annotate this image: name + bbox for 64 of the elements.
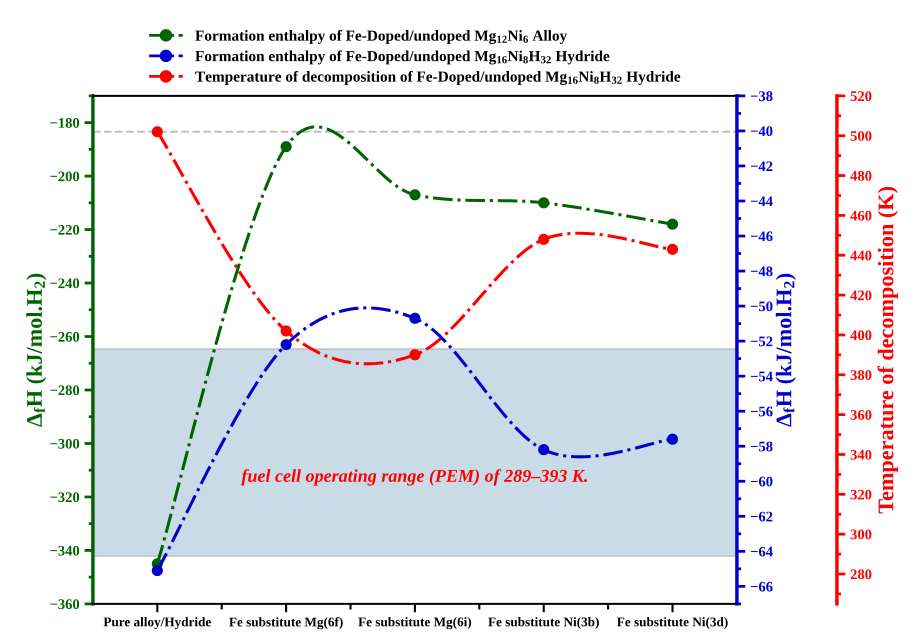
y3-tick-label: 500 bbox=[850, 131, 872, 141]
y2-tick-label: −48 bbox=[750, 266, 773, 276]
y3-tick-label: 420 bbox=[850, 290, 872, 300]
y2-tick-label: −60 bbox=[750, 476, 772, 486]
point bbox=[666, 244, 678, 255]
y-tick-label: −200 bbox=[50, 171, 80, 182]
y2-tick-label: −46 bbox=[750, 231, 773, 242]
y2-tick-label: −52 bbox=[750, 336, 772, 346]
y3-tick-label: 340 bbox=[850, 450, 872, 460]
point bbox=[538, 197, 550, 208]
y3-tick-label: 300 bbox=[850, 530, 872, 540]
point bbox=[409, 189, 420, 200]
legend-label: Formation enthalpy of Fe-Doped/undoped Mg$_{16}$Ni$_{8}$H$_{32}$ Hydride bbox=[195, 50, 610, 64]
x-tick-label: Fe substitute Ni(3b) bbox=[488, 617, 599, 630]
y3-tick-label: 360 bbox=[850, 410, 872, 420]
legend-label: Formation enthalpy of Fe-Doped/undoped Mg$_{12}$Ni$_{6}$ Alloy bbox=[195, 30, 568, 44]
y-tick-label: −180 bbox=[50, 118, 80, 128]
y3-tick-label: 440 bbox=[850, 250, 872, 260]
y-tick-label: −260 bbox=[50, 332, 80, 342]
y-axis-title: Δ$_{f}$H (kJ/mol.H$_{2}$) bbox=[26, 274, 46, 427]
point bbox=[666, 218, 678, 230]
y2-tick-label: −38 bbox=[750, 91, 773, 102]
y2-tick-label: −56 bbox=[750, 406, 773, 416]
point bbox=[409, 349, 420, 360]
y3-axis-title: Temperature of decomposition (K) bbox=[878, 186, 898, 514]
y2-tick-label: −62 bbox=[750, 512, 772, 522]
y3-tick-label: 460 bbox=[850, 210, 872, 221]
y3-tick-label: 520 bbox=[850, 91, 872, 102]
y2-tick-label: −50 bbox=[750, 301, 772, 312]
y2-axis-title: Δ$_{f}$H (kJ/mol.H$_{2}$) bbox=[776, 274, 796, 427]
legend-label: Temperature of decomposition of Fe-Doped/undoped Mg$_{16}$Ni$_{8}$H$_{32}$ Hydride bbox=[195, 70, 680, 85]
y3-tick-label: 480 bbox=[850, 170, 872, 181]
y-tick-label: −300 bbox=[50, 438, 80, 449]
y-tick-label: −240 bbox=[50, 278, 80, 288]
y3-tick-label: 280 bbox=[850, 569, 872, 580]
point bbox=[280, 339, 292, 350]
band-label: fuel cell operating range (PEM) of 289–393 K. bbox=[241, 469, 587, 486]
x-tick-label: Pure alloy/Hydride bbox=[104, 617, 211, 630]
y2-tick-label: −42 bbox=[750, 161, 772, 172]
y3-tick-label: 320 bbox=[850, 490, 872, 500]
point bbox=[409, 312, 420, 324]
y2-tick-label: −66 bbox=[750, 582, 773, 592]
y2-tick-label: −40 bbox=[750, 126, 772, 136]
y-tick-label: −360 bbox=[50, 599, 80, 610]
point bbox=[152, 126, 163, 138]
y-tick-label: −280 bbox=[50, 385, 80, 396]
x-tick-label: Fe substitute Ni(3d) bbox=[617, 617, 728, 630]
x-tick-label: Fe substitute Mg(6f) bbox=[229, 617, 343, 630]
y2-tick-label: −58 bbox=[750, 442, 773, 452]
point bbox=[666, 434, 678, 445]
y2-tick-label: −64 bbox=[750, 546, 773, 557]
point bbox=[152, 565, 163, 576]
y2-tick-label: −54 bbox=[750, 372, 773, 382]
y-tick-label: −220 bbox=[50, 224, 80, 235]
y3-tick-label: 400 bbox=[850, 330, 872, 340]
x-tick-label: Fe substitute Mg(6i) bbox=[358, 617, 472, 630]
y-tick-label: −340 bbox=[50, 546, 80, 556]
point bbox=[280, 141, 292, 152]
y2-tick-label: −44 bbox=[750, 196, 773, 206]
y3-tick-label: 380 bbox=[850, 370, 872, 380]
point bbox=[280, 325, 292, 337]
point bbox=[538, 444, 550, 456]
y-tick-label: −320 bbox=[50, 492, 80, 502]
point bbox=[538, 234, 550, 245]
